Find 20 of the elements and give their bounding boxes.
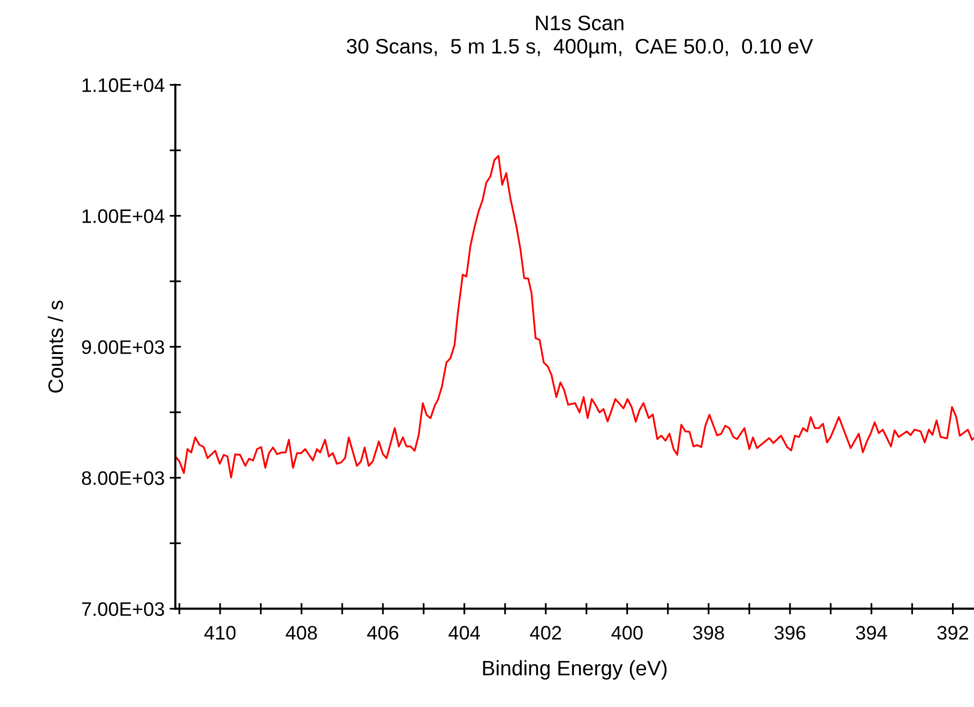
y-tick-label: 1.00E+04 (82, 209, 164, 224)
x-tick-label: 408 (286, 626, 317, 640)
chart-subtitle: 30 Scans, 5 m 1.5 s, 400µm, CAE 50.0, 0.10 eV (346, 38, 814, 58)
x-tick-label: 402 (530, 626, 562, 640)
chart-title: N1s Scan (536, 16, 624, 30)
x-axis-title: Binding Energy (eV) (483, 660, 667, 680)
y-axis-title: Counts / s (48, 300, 64, 393)
x-tick-label: 406 (367, 626, 398, 640)
y-tick-label: 7.00E+03 (82, 602, 164, 616)
x-tick-label: 398 (693, 626, 724, 640)
x-tick-label: 392 (937, 626, 968, 640)
line-series (175, 154, 974, 478)
x-tick-label: 396 (774, 626, 806, 640)
x-tick-label: 410 (204, 626, 236, 640)
x-tick-label: 394 (856, 626, 888, 640)
y-tick-label: 9.00E+03 (82, 340, 164, 354)
y-tick-label: 1.10E+04 (82, 78, 164, 92)
y-tick-label: 8.00E+03 (82, 471, 164, 485)
x-tick-label: 400 (611, 626, 643, 640)
x-tick-label: 404 (448, 626, 480, 640)
